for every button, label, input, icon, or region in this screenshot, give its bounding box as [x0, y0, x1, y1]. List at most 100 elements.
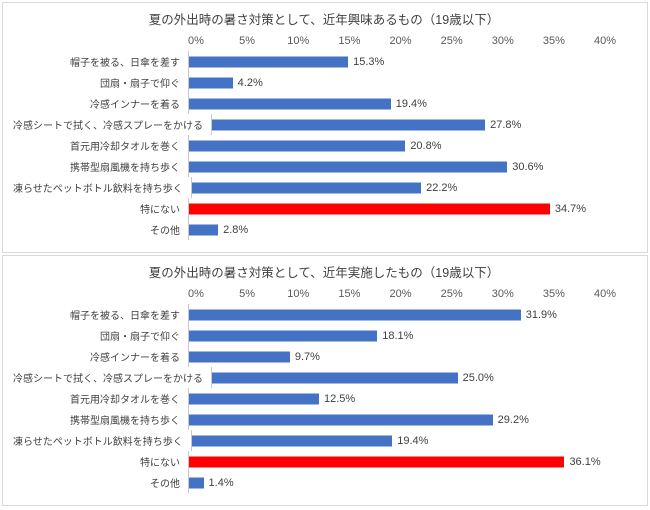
- category-label: 帽子を被る、日傘を差す: [70, 58, 180, 69]
- category-label: 凍らせたペットボトル飲料を持ち歩く: [13, 437, 183, 448]
- axis-tick-label: 0%: [188, 288, 204, 300]
- bar-area: 34.7%: [188, 198, 605, 219]
- bar-area: 25.0%: [211, 367, 605, 388]
- category-label: 特にない: [140, 458, 180, 469]
- bar-area: 2.8%: [188, 219, 605, 240]
- axis-tick-label: 35%: [542, 288, 565, 300]
- category-label: 冷感シートで拭く、冷感スプレーをかける: [13, 121, 203, 132]
- chart-row: 特にない 34.7%: [13, 198, 635, 219]
- bar-area: 19.4%: [188, 93, 605, 114]
- x-axis: 0% 5% 10% 15% 20% 25% 30% 35% 40%: [188, 288, 616, 304]
- axis-tick-label: 10%: [287, 35, 310, 47]
- bar-area: 27.8%: [211, 114, 605, 135]
- bar-area: 18.1%: [188, 325, 605, 346]
- category-label: 帽子を被る、日傘を差す: [70, 311, 180, 322]
- bar-area: 4.2%: [188, 72, 605, 93]
- bar: [212, 119, 486, 130]
- bar: [189, 477, 204, 488]
- axis-tick-label: 25%: [440, 35, 463, 47]
- chart-panel-implemented: 夏の外出時の暑さ対策として、近年実施したもの（19歳以下） 0% 5% 10% 15%…: [2, 255, 648, 506]
- chart-row: 団扇・扇子で仰ぐ 4.2%: [13, 72, 635, 93]
- axis-tick-label: 35%: [542, 35, 565, 47]
- value-label: 4.2%: [237, 76, 263, 89]
- value-label: 29.2%: [497, 413, 529, 426]
- value-label: 2.8%: [223, 223, 249, 236]
- value-label: 34.7%: [554, 202, 587, 215]
- chart-title: 夏の外出時の暑さ対策として、近年実施したもの（19歳以下）: [148, 266, 500, 280]
- value-label: 22.2%: [426, 181, 458, 194]
- chart-title: 夏の外出時の暑さ対策として、近年興味あるもの（19歳以下）: [148, 13, 500, 27]
- chart-row: 冷感シートで拭く、冷感スプレーをかける 25.0%: [13, 367, 635, 388]
- value-label: 25.0%: [462, 371, 494, 384]
- axis-tick-label: 40%: [593, 288, 617, 300]
- chart-row: 冷感シートで拭く、冷感スプレーをかける 27.8%: [13, 114, 635, 135]
- chart-row: 帽子を被る、日傘を差す 15.3%: [13, 51, 635, 72]
- bar: [189, 224, 219, 235]
- bar-highlighted: [189, 203, 550, 214]
- value-label: 36.1%: [569, 455, 601, 468]
- axis-tick-label: 30%: [491, 35, 514, 47]
- category-label: 首元用冷却タオルを巻く: [70, 395, 180, 406]
- chart-row: その他 2.8%: [13, 219, 635, 240]
- axis-tick-label: 5%: [239, 35, 256, 47]
- axis-tick-label: 25%: [440, 288, 463, 300]
- value-label: 30.6%: [512, 160, 544, 173]
- chart-row: 凍らせたペットボトル飲料を持ち歩く 19.4%: [13, 430, 635, 451]
- chart-rows: 帽子を被る、日傘を差す 31.9% 団扇・扇子で仰ぐ 18.1% 冷感インナーを着る 9.…: [13, 304, 635, 493]
- category-label: 携帯型扇風機を持ち歩く: [70, 416, 180, 427]
- chart-row: 冷感インナーを着る 19.4%: [13, 93, 635, 114]
- bar: [189, 414, 493, 425]
- chart-row: 携帯型扇風機を持ち歩く 30.6%: [13, 156, 635, 177]
- category-label: 特にない: [140, 205, 180, 216]
- bar-area: 31.9%: [188, 304, 605, 325]
- category-label: 冷感インナーを着る: [90, 100, 180, 111]
- chart-panel-interest: 夏の外出時の暑さ対策として、近年興味あるもの（19歳以下） 0% 5% 10% 15%…: [2, 2, 648, 253]
- bar: [189, 393, 319, 404]
- axis-tick-label: 40%: [593, 35, 617, 47]
- value-label: 19.4%: [397, 434, 429, 447]
- bar: [189, 161, 508, 172]
- bar-area: 9.7%: [188, 346, 605, 367]
- axis-tick-label: 5%: [239, 288, 256, 300]
- category-label: 団扇・扇子で仰ぐ: [100, 79, 180, 90]
- bar: [189, 98, 391, 109]
- category-label: 冷感シートで拭く、冷感スプレーをかける: [13, 374, 203, 385]
- axis-tick-label: 10%: [287, 288, 310, 300]
- bar-area: 19.4%: [190, 430, 605, 451]
- bar: [191, 435, 393, 446]
- chart-row: 凍らせたペットボトル飲料を持ち歩く 22.2%: [13, 177, 635, 198]
- value-label: 20.8%: [410, 139, 442, 152]
- value-label: 1.4%: [208, 476, 234, 489]
- x-axis: 0% 5% 10% 15% 20% 25% 30% 35% 40%: [188, 35, 616, 51]
- value-label: 31.9%: [525, 308, 557, 321]
- bar-area: 1.4%: [188, 472, 605, 493]
- value-label: 19.4%: [395, 97, 427, 110]
- chart-row: その他 1.4%: [13, 472, 635, 493]
- bar: [189, 330, 378, 341]
- category-label: 凍らせたペットボトル飲料を持ち歩く: [13, 184, 183, 195]
- axis-tick-label: 20%: [389, 288, 412, 300]
- chart-row: 首元用冷却タオルを巻く 20.8%: [13, 135, 635, 156]
- axis-tick-label: 20%: [389, 35, 412, 47]
- chart-row: 冷感インナーを着る 9.7%: [13, 346, 635, 367]
- chart-rows: 帽子を被る、日傘を差す 15.3% 団扇・扇子で仰ぐ 4.2% 冷感インナーを着る 19.…: [13, 51, 635, 240]
- bar: [189, 56, 349, 67]
- value-label: 27.8%: [490, 118, 522, 131]
- value-label: 15.3%: [353, 55, 385, 68]
- chart-row: 特にない 36.1%: [13, 451, 635, 472]
- axis-tick-label: 0%: [188, 35, 204, 47]
- bar-area: 20.8%: [188, 135, 605, 156]
- value-label: 18.1%: [382, 329, 414, 342]
- category-label: その他: [150, 479, 180, 490]
- axis-tick-label: 15%: [338, 288, 361, 300]
- category-label: 冷感インナーを着る: [90, 353, 180, 364]
- bar-area: 36.1%: [188, 451, 605, 472]
- category-label: その他: [150, 226, 180, 237]
- bar: [189, 309, 521, 320]
- axis-tick-label: 15%: [338, 35, 361, 47]
- bar: [191, 182, 422, 193]
- bar-highlighted: [189, 456, 565, 467]
- bar-area: 30.6%: [188, 156, 605, 177]
- bar: [212, 372, 458, 383]
